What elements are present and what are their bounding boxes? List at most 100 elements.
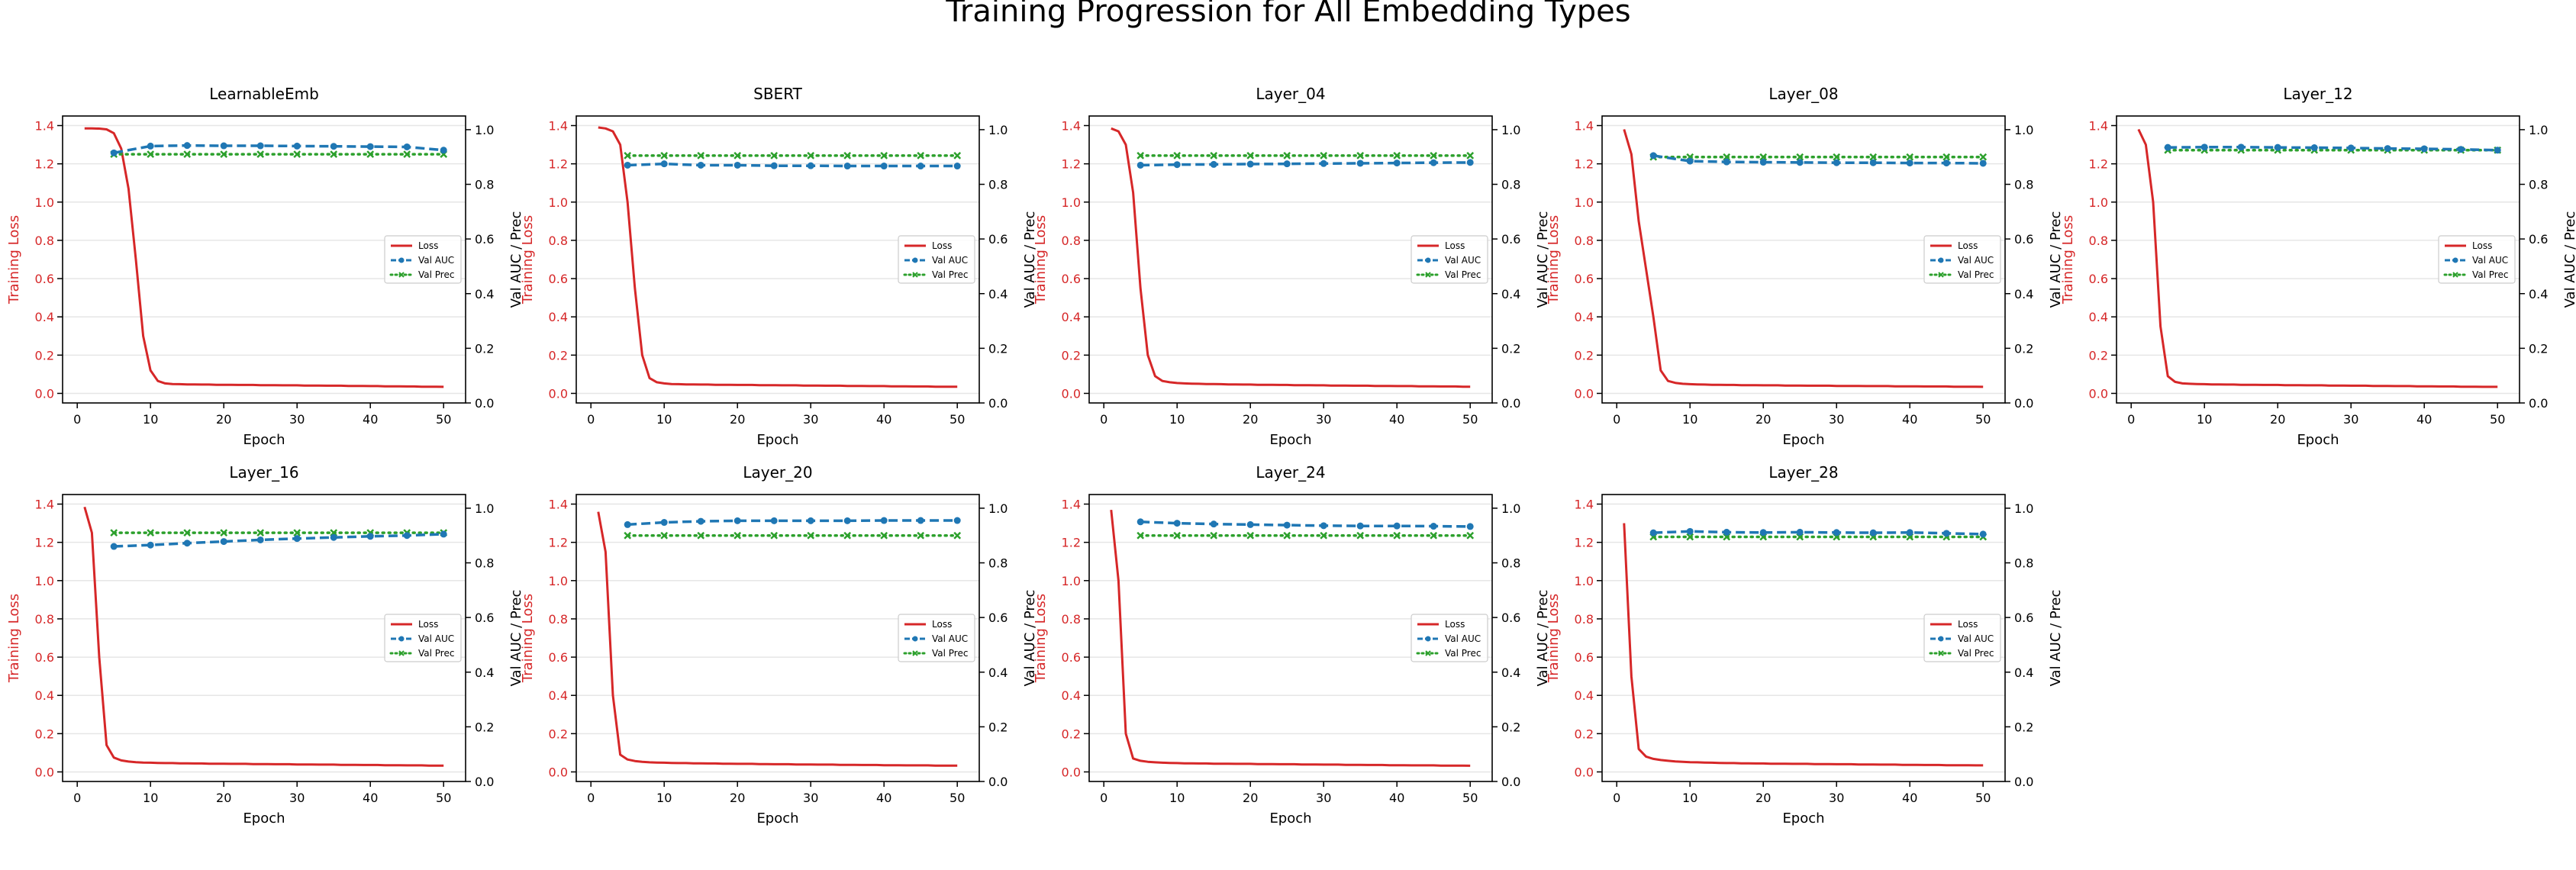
- y-right-tick-label: 0.4: [1501, 287, 1520, 301]
- loss-line: [1623, 129, 1984, 388]
- panel-title: Layer_20: [743, 463, 812, 482]
- x-axis-label: Epoch: [1782, 810, 1824, 826]
- legend-prec-marker: [1938, 650, 1944, 656]
- panel-title: Layer_08: [1768, 85, 1838, 103]
- val-auc-point: [2200, 143, 2208, 151]
- val-prec-point: [1246, 152, 1255, 160]
- y-left-tick-label: 0.0: [35, 765, 54, 779]
- loss-line: [2137, 128, 2498, 388]
- axes-frame: [62, 115, 466, 404]
- val-auc-point: [2494, 147, 2501, 154]
- y-left-tick-label: 1.4: [1062, 498, 1081, 512]
- y-left-axis-label: Training Loss: [6, 594, 22, 683]
- y-right-tick-label: 0.6: [1501, 232, 1520, 246]
- val-auc-point: [624, 520, 631, 528]
- y-right-tick-label: 0.6: [475, 232, 494, 246]
- val-prec-point: [1356, 152, 1365, 160]
- x-tick-label: 30: [289, 791, 305, 805]
- legend-prec-marker: [398, 650, 405, 656]
- legend: Loss Val AUC Val Prec: [898, 235, 975, 284]
- x-tick-label: 20: [216, 412, 231, 427]
- y-right-tick-label: 0.0: [988, 396, 1008, 411]
- legend-loss-label: Loss: [1445, 619, 1465, 630]
- x-tick-label: 40: [876, 412, 891, 427]
- loss-line: [1623, 523, 1984, 767]
- x-tick-label: 50: [949, 412, 965, 427]
- legend: Loss Val AUC Val Prec: [1923, 614, 2001, 662]
- y-left-axis-label: Training Loss: [6, 215, 22, 304]
- y-right-axis-label: Val AUC / Prec: [1022, 590, 1038, 687]
- legend-auc-label: Val AUC: [1445, 633, 1481, 644]
- y-right-tick-label: 0.2: [2014, 720, 2033, 734]
- x-axis-label: Epoch: [2297, 432, 2339, 448]
- y-left-tick-label: 0.8: [1575, 612, 1594, 627]
- val-auc-point: [403, 143, 411, 150]
- val-prec-point: [147, 529, 155, 537]
- panel-layer-24: Layer_24 0 10 20 30 40 50 Epoch 0.0 0.2 0.4 0.6 0.8 1…: [1033, 463, 1551, 826]
- y-left-tick-label: 1.4: [1575, 498, 1594, 512]
- legend-prec-label: Val Prec: [418, 648, 454, 659]
- x-tick-label: 40: [2416, 412, 2432, 427]
- val-auc-point: [1942, 530, 1950, 537]
- x-tick-label: 10: [1169, 412, 1185, 427]
- val-auc-point: [183, 540, 191, 547]
- loss-line: [598, 126, 958, 388]
- y-left-tick-label: 1.0: [1062, 574, 1081, 588]
- val-auc-point: [220, 142, 227, 150]
- x-tick-label: 0: [587, 412, 595, 427]
- val-auc-point: [1173, 520, 1181, 527]
- x-tick-label: 20: [730, 412, 745, 427]
- x-tick-label: 40: [363, 791, 378, 805]
- y-right-tick-label: 1.0: [988, 123, 1008, 137]
- y-left-tick-label: 1.2: [1062, 157, 1081, 172]
- y-right-tick-label: 0.2: [1501, 341, 1520, 356]
- legend-prec-marker: [912, 650, 918, 656]
- y-right-axis-label: Val AUC / Prec: [2048, 211, 2064, 308]
- y-right-tick-label: 0.6: [2014, 232, 2033, 246]
- y-right-tick-label: 0.8: [1501, 178, 1520, 192]
- y-right-tick-label: 0.2: [475, 341, 494, 356]
- legend: Loss Val AUC Val Prec: [1411, 235, 1488, 284]
- val-auc-point: [330, 533, 337, 541]
- val-prec-point: [183, 150, 192, 159]
- val-prec-point: [1283, 152, 1291, 160]
- val-auc-point: [330, 143, 337, 150]
- x-tick-label: 0: [2127, 412, 2135, 427]
- x-tick-label: 50: [949, 791, 965, 805]
- val-prec-point: [330, 150, 338, 159]
- val-prec-point: [807, 152, 815, 160]
- loss-line: [83, 506, 444, 767]
- y-left-tick-label: 0.8: [549, 612, 568, 627]
- y-left-axis-label: Training Loss: [520, 594, 536, 683]
- legend-prec-label: Val Prec: [2472, 269, 2508, 280]
- y-right-tick-label: 0.4: [475, 287, 494, 301]
- x-tick-label: 20: [1755, 412, 1771, 427]
- y-right-tick-label: 0.0: [475, 396, 494, 411]
- y-right-tick-label: 0.4: [2529, 287, 2548, 301]
- legend: Loss Val AUC Val Prec: [384, 614, 462, 662]
- legend-auc-marker: [1425, 257, 1431, 263]
- y-left-tick-label: 0.4: [35, 688, 54, 703]
- y-right-tick-label: 0.0: [988, 775, 1008, 789]
- x-tick-label: 50: [1462, 791, 1478, 805]
- y-right-tick-label: 0.4: [475, 665, 494, 680]
- legend-loss-label: Loss: [418, 619, 438, 630]
- y-left-tick-label: 0.6: [35, 650, 54, 665]
- val-auc-point: [1649, 152, 1657, 160]
- val-auc-point: [917, 163, 924, 170]
- y-right-tick-label: 0.0: [2014, 396, 2033, 411]
- loss-line: [1110, 509, 1471, 767]
- val-auc-point: [1796, 159, 1804, 166]
- y-left-tick-label: 0.8: [1062, 234, 1081, 248]
- val-auc-point: [403, 532, 411, 540]
- x-axis-label: Epoch: [756, 810, 798, 826]
- x-tick-label: 30: [289, 412, 305, 427]
- x-tick-label: 30: [1829, 791, 1844, 805]
- val-auc-point: [697, 517, 704, 525]
- val-auc-line: [627, 519, 958, 527]
- val-auc-point: [1942, 160, 1950, 167]
- val-auc-point: [660, 160, 668, 168]
- val-prec-point: [1136, 152, 1145, 160]
- val-prec-point: [1942, 153, 1951, 161]
- y-left-tick-label: 0.0: [1062, 386, 1081, 401]
